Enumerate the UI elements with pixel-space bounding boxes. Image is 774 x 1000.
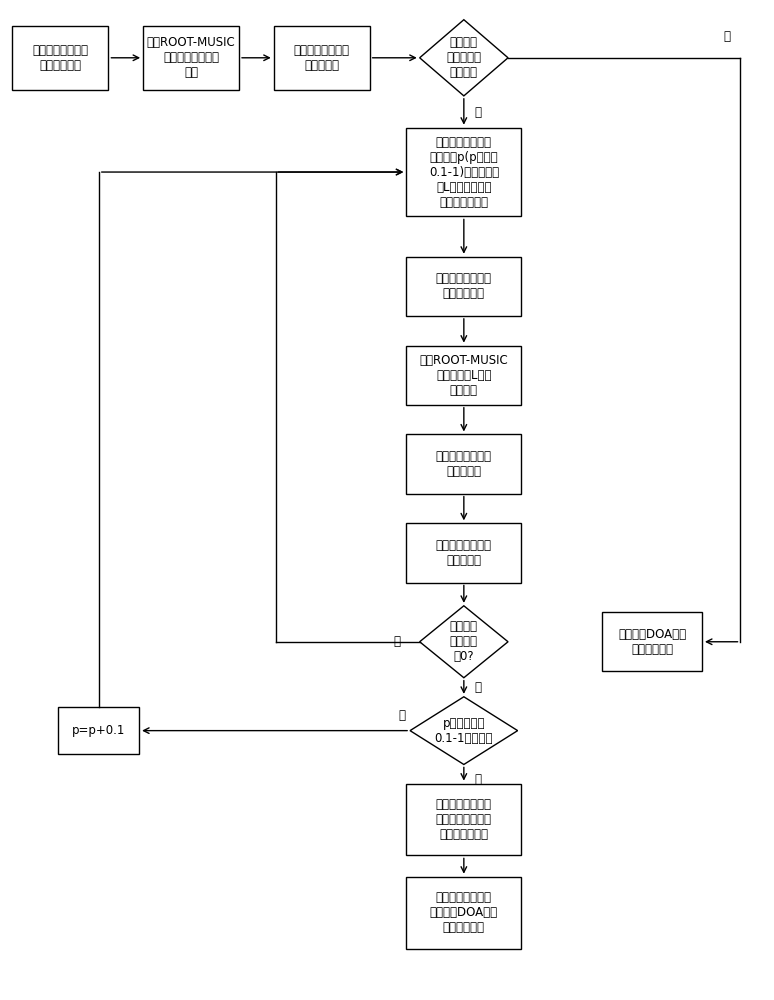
FancyBboxPatch shape [59, 707, 139, 754]
Text: 对阵元接收数据添
加权值为p(p需遍历
0.1-1)的伪噪声进
行L次重采样，重
构接收数据矩阵: 对阵元接收数据添 加权值为p(p需遍历 0.1-1)的伪噪声进 行L次重采样，重… [429, 136, 499, 209]
FancyBboxPatch shape [602, 612, 702, 671]
FancyBboxPatch shape [143, 26, 239, 90]
Text: 否: 否 [474, 106, 481, 119]
Text: 作为正常DOA、极
化估计值输出: 作为正常DOA、极 化估计值输出 [618, 628, 687, 656]
Text: 参数估计
值是否都是
正常值？: 参数估计 值是否都是 正常值？ [447, 36, 481, 79]
Text: p=p+0.1: p=p+0.1 [72, 724, 125, 737]
Text: 利用ROOT-MUSIC
算法，得到L组参
数估计值: 利用ROOT-MUSIC 算法，得到L组参 数估计值 [420, 354, 509, 397]
FancyBboxPatch shape [274, 26, 370, 90]
Text: 否: 否 [393, 635, 400, 648]
Text: 计算阵元接收数据
的协方差矩阵: 计算阵元接收数据 的协方差矩阵 [33, 44, 88, 72]
Text: 利用最优权下的正
常值计算DOA、极
化参数估计值: 利用最优权下的正 常值计算DOA、极 化参数估计值 [430, 891, 498, 934]
Text: p是否遍历完
0.1-1之间的值: p是否遍历完 0.1-1之间的值 [434, 717, 493, 745]
FancyBboxPatch shape [406, 346, 522, 405]
FancyBboxPatch shape [406, 434, 522, 494]
Text: 选出对应正常值数
目最多的权值为当
前重采样最优权: 选出对应正常值数 目最多的权值为当 前重采样最优权 [436, 798, 491, 841]
FancyBboxPatch shape [406, 877, 522, 949]
FancyBboxPatch shape [406, 784, 522, 855]
Text: 进行参数估计结果
可行性判定: 进行参数估计结果 可行性判定 [436, 450, 491, 478]
Text: 是: 是 [474, 681, 481, 694]
Text: 否: 否 [399, 709, 406, 722]
Text: 是: 是 [474, 773, 481, 786]
Polygon shape [420, 606, 508, 678]
Text: 进行参数估计结果
可行性判定: 进行参数估计结果 可行性判定 [293, 44, 350, 72]
Text: 是: 是 [723, 30, 730, 43]
Polygon shape [410, 697, 518, 764]
Text: 去除估计异常值，
保留正常值: 去除估计异常值， 保留正常值 [436, 539, 491, 567]
FancyBboxPatch shape [12, 26, 108, 90]
FancyBboxPatch shape [406, 523, 522, 583]
Polygon shape [420, 20, 508, 96]
Text: 计算重构数据矩阵
的协方差矩阵: 计算重构数据矩阵 的协方差矩阵 [436, 272, 491, 300]
FancyBboxPatch shape [406, 257, 522, 316]
FancyBboxPatch shape [406, 128, 522, 216]
Text: 正常值数
目是否大
于0?: 正常值数 目是否大 于0? [450, 620, 478, 663]
Text: 利用ROOT-MUSIC
算法，得到参数估
计值: 利用ROOT-MUSIC 算法，得到参数估 计值 [146, 36, 235, 79]
